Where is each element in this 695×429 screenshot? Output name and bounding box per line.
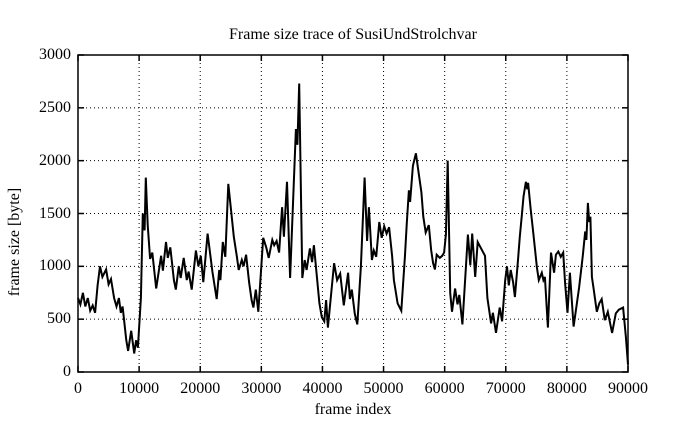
- x-tick-label: 20000: [180, 380, 221, 397]
- y-tick-label: 2000: [39, 151, 71, 169]
- y-tick-label: 0: [63, 363, 71, 380]
- y-tick-label: 500: [47, 310, 71, 328]
- x-tick-label: 10000: [119, 380, 160, 397]
- x-axis-label: frame index: [314, 401, 392, 418]
- x-tick-label: 50000: [363, 380, 404, 397]
- trace-line: [77, 83, 629, 365]
- y-tick-label: 1000: [39, 257, 71, 275]
- x-tick-label: 90000: [608, 380, 648, 397]
- x-tick-label: 30000: [241, 380, 282, 397]
- x-tick-label: 40000: [302, 380, 343, 397]
- y-tick-label: 2500: [39, 98, 71, 116]
- x-tick-label: 0: [74, 380, 82, 397]
- y-tick-label: 3000: [39, 46, 71, 63]
- x-tick-label: 80000: [546, 380, 587, 397]
- x-tick-label: 60000: [424, 380, 465, 397]
- x-tick-label: 70000: [485, 380, 526, 397]
- y-tick-label: 1500: [39, 204, 71, 222]
- plot-border: [77, 54, 629, 373]
- chart-title: Frame size trace of SusiUndStrolchvar: [229, 26, 477, 43]
- y-axis-label: frame size [byte]: [6, 187, 23, 297]
